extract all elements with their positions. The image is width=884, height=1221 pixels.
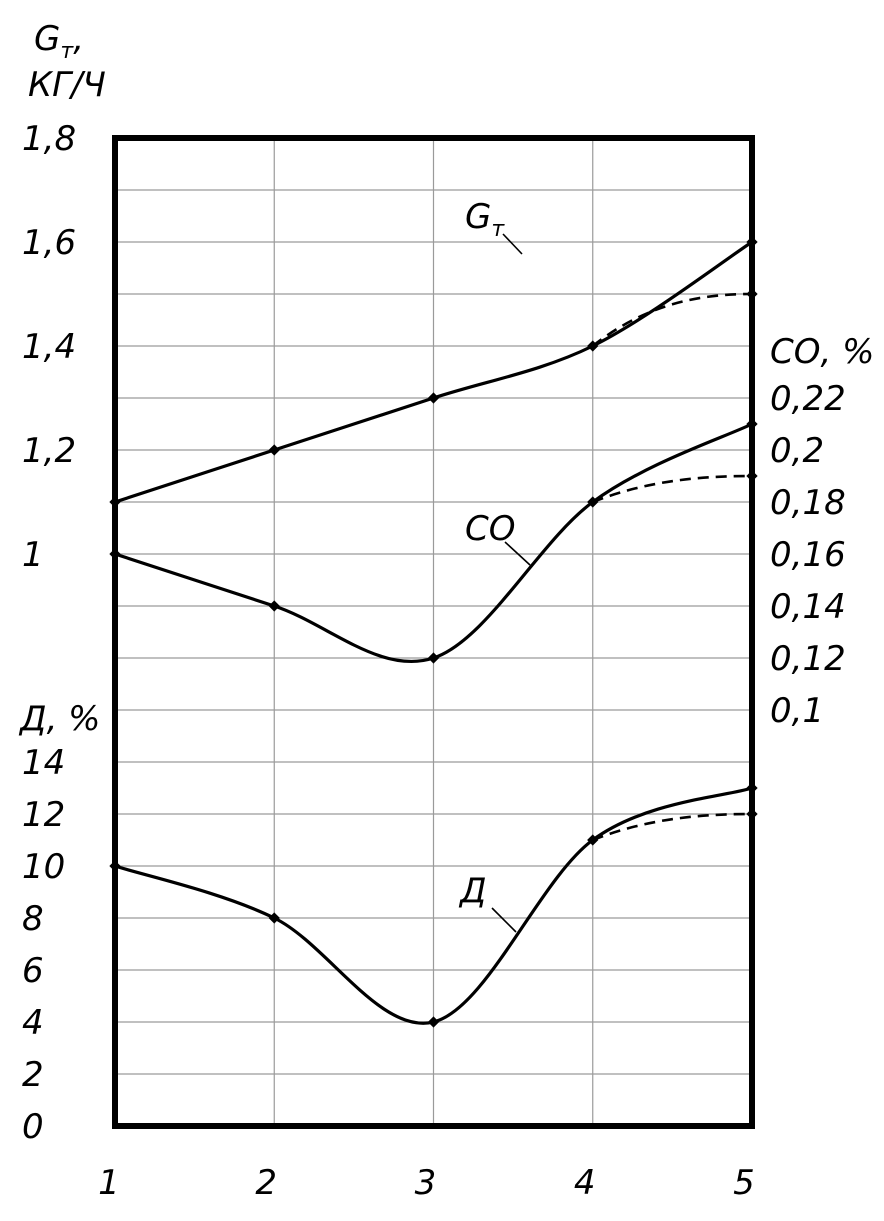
axis-title-symbol: G (34, 19, 60, 59)
series-gt-point (587, 340, 599, 352)
series-co-line (114, 422, 753, 664)
series-d-point (427, 1016, 440, 1028)
right-axis-tick-label: 0,14 (770, 587, 846, 627)
right-axis-tick-label: 0,16 (770, 535, 846, 575)
series-d-dashed-point (746, 808, 758, 820)
left-upper-axis-tick-label: 1,4 (22, 327, 76, 367)
series-d-label: Д (458, 871, 487, 911)
right-axis-tick-label: 0,2 (770, 431, 824, 471)
series-co-point (427, 652, 440, 664)
series-co-dashed-point (746, 470, 758, 482)
series-d-line (114, 786, 753, 1025)
x-axis-tick-label: 3 (415, 1163, 437, 1203)
series-gt-dashed-point (746, 288, 758, 300)
plot-frame (112, 135, 755, 1129)
right-axis-tick-label: 0,18 (770, 483, 846, 523)
series-gt-leader (502, 233, 523, 255)
series-d-point (109, 860, 121, 872)
series-d-leader (491, 907, 517, 933)
axis-title-subscript: т (60, 39, 74, 64)
series-gt-dashed-line (591, 292, 753, 348)
series-d-point (268, 912, 280, 924)
right-axis-tick-label: 0,22 (770, 379, 846, 419)
series-gt-point (268, 444, 280, 456)
x-axis-tick-label: 1 (98, 1163, 120, 1203)
series-co-label: СО (465, 509, 516, 549)
series-gt-point (427, 392, 440, 404)
left-lower-axis-tick-label: 4 (22, 1003, 44, 1043)
series-co-point (109, 548, 121, 560)
series-d-dashed-line (592, 812, 753, 842)
grid-layer (114, 138, 753, 1126)
x-axis-tick-label: 2 (255, 1163, 277, 1203)
series-co-point (268, 600, 280, 612)
series-co-dashed-line (592, 474, 753, 504)
left-upper-axis-tick-label: 1,2 (22, 431, 76, 471)
x-axis-tick-label: 5 (733, 1163, 755, 1203)
left-lower-axis-tick-label: 2 (22, 1055, 44, 1095)
right-axis-tick-label: 0,1 (770, 691, 824, 731)
left-lower-axis-tick-label: 0 (22, 1107, 44, 1147)
series-gt-point (746, 236, 758, 248)
left-upper-axis-tick-label: 1 (22, 535, 44, 575)
left-lower-axis-tick-label: 6 (22, 951, 44, 991)
left-upper-axis-tick-label: 1,8 (22, 119, 76, 159)
series-co-leader (504, 541, 531, 566)
right-axis-tick-label: 0,12 (770, 639, 846, 679)
series-gt-label: Gт (465, 197, 505, 242)
left-upper-axis-tick-label: 1,6 (22, 223, 76, 263)
left-upper-axis-unit: КГ/Ч (28, 65, 106, 105)
series-d-point (746, 782, 758, 794)
left-upper-axis-title: Gт, (34, 19, 84, 64)
left-lower-axis-title: Д, % (18, 699, 100, 739)
left-lower-axis-tick-label: 14 (22, 743, 65, 783)
series-gt-point (109, 496, 121, 508)
left-lower-axis-tick-label: 8 (22, 899, 44, 939)
x-axis-tick-label: 4 (574, 1163, 596, 1203)
series-co-point (587, 496, 599, 508)
axis-title-suffix: , (73, 19, 84, 59)
right-axis-title: СО, % (770, 332, 874, 372)
series-d-point (587, 834, 599, 846)
left-lower-axis-tick-label: 10 (22, 847, 65, 887)
label-layer: 1 1,2 1,4 1,6 1,8 0,1 0,12 0,14 0,16 0,18 0,2 0,22 0… (22, 119, 846, 1203)
left-lower-axis-tick-label: 12 (22, 795, 65, 835)
marker-layer (109, 236, 758, 1028)
series-co-point (746, 418, 758, 430)
